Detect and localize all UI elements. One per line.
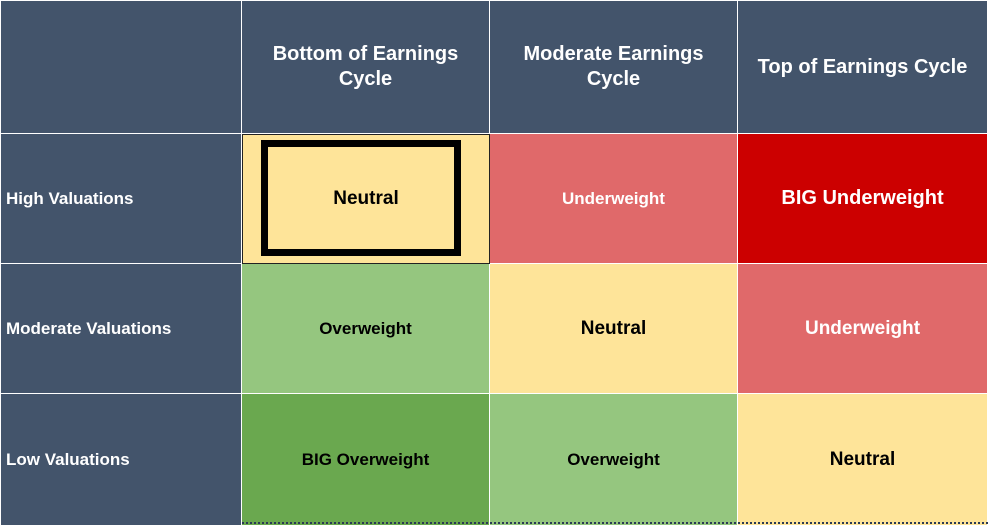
column-header-bottom-earnings: Bottom of Earnings Cycle	[242, 0, 490, 134]
column-header-label: Bottom of Earnings Cycle	[272, 43, 459, 90]
cell-label: Underweight	[562, 188, 665, 208]
cell-label: Underweight	[804, 317, 921, 339]
cell-moderate-bottom: Overweight	[242, 264, 490, 394]
column-header-top-earnings: Top of Earnings Cycle	[738, 0, 988, 134]
row-header-moderate-valuations: Moderate Valuations	[0, 264, 242, 394]
cell-low-top: Neutral	[738, 394, 988, 526]
row-header-low-valuations: Low Valuations	[0, 394, 242, 526]
cell-label: Neutral	[580, 317, 647, 339]
row-header-label: High Valuations	[6, 188, 134, 208]
cell-label: BIG Overweight	[301, 449, 430, 469]
cell-label: Overweight	[567, 449, 660, 469]
corner-cell	[0, 0, 242, 134]
cell-label: BIG Underweight	[781, 187, 944, 209]
cell-label: Neutral	[829, 448, 896, 470]
cell-high-top: BIG Underweight	[738, 134, 988, 264]
column-header-moderate-earnings: Moderate Earnings Cycle	[490, 0, 738, 134]
column-header-label: Top of Earnings Cycle	[757, 55, 968, 78]
cell-high-moderate: Underweight	[490, 134, 738, 264]
column-header-label: Moderate Earnings Cycle	[523, 43, 704, 90]
cell-label: Overweight	[319, 318, 412, 338]
cell-moderate-top: Underweight	[738, 264, 988, 394]
cell-low-moderate: Overweight	[490, 394, 738, 526]
cell-moderate-moderate: Neutral	[490, 264, 738, 394]
bottom-dotted-border	[242, 522, 988, 524]
row-header-label: Moderate Valuations	[6, 318, 172, 338]
cell-low-bottom: BIG Overweight	[242, 394, 490, 526]
row-header-high-valuations: High Valuations	[0, 134, 242, 264]
row-header-label: Low Valuations	[6, 449, 130, 469]
cell-label: Neutral	[333, 188, 399, 209]
cell-high-bottom: Neutral	[242, 134, 490, 264]
